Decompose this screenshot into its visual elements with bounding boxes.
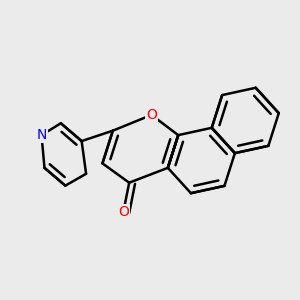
Text: O: O xyxy=(146,108,157,122)
Text: O: O xyxy=(118,206,129,219)
Text: N: N xyxy=(36,128,47,142)
